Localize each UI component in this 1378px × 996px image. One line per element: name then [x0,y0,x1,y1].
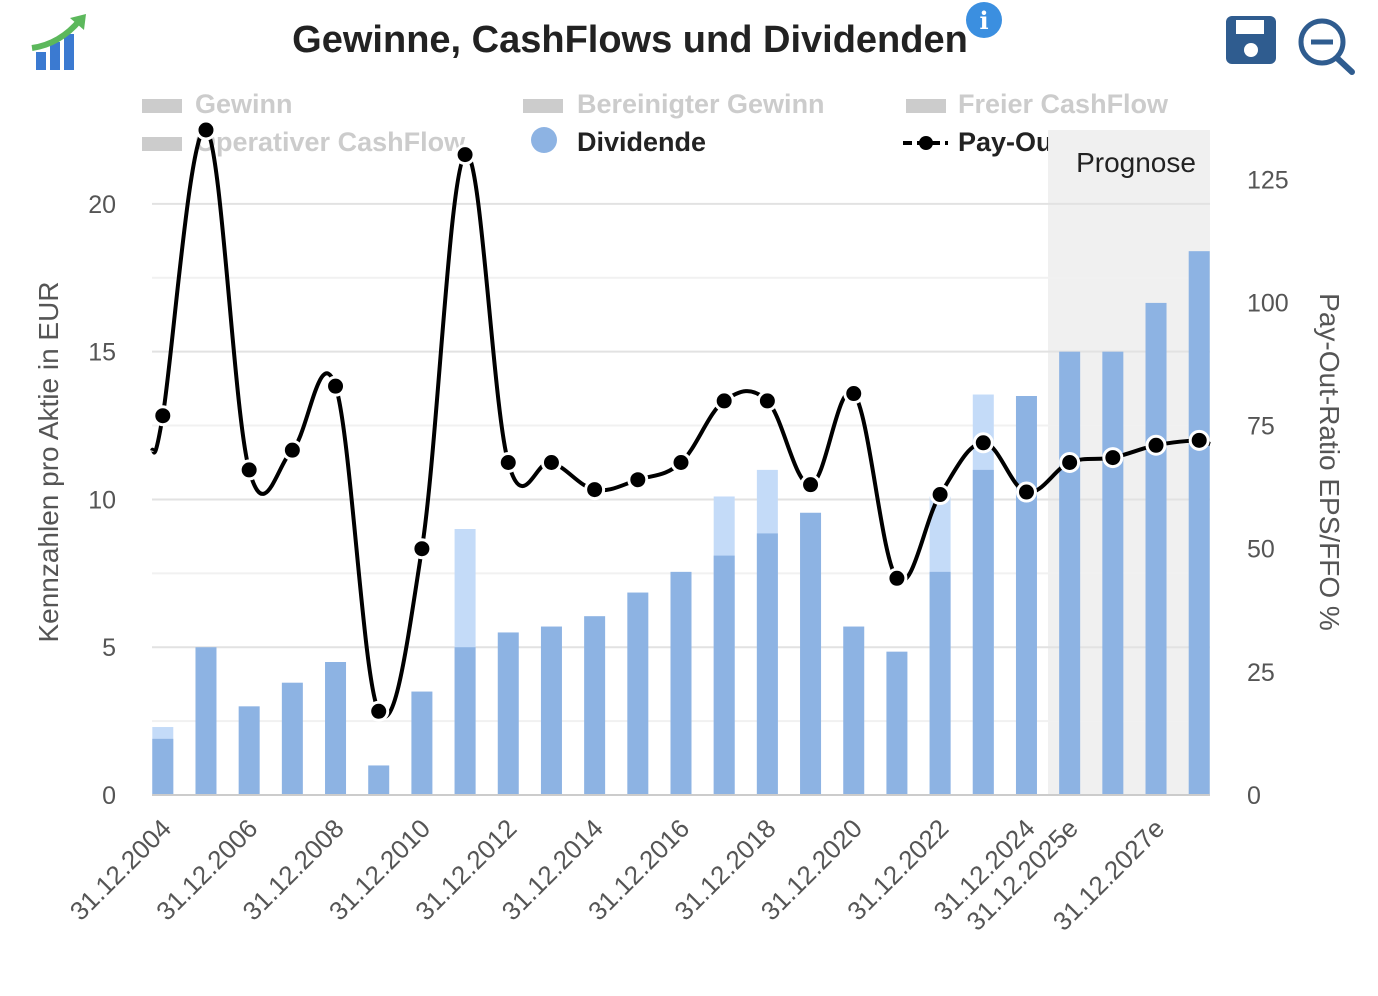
y-tick-label: 20 [88,191,116,219]
dividende-bar[interactable] [325,662,347,795]
dividende-bar[interactable] [1015,396,1037,795]
dividende-bar[interactable] [368,765,390,795]
pay-out-point[interactable] [886,567,908,589]
pay-out-point[interactable] [972,432,994,454]
dividende-bar[interactable] [195,647,217,795]
pay-out-point[interactable] [929,484,951,506]
legend-item-freier-cashflow[interactable]: Freier CashFlow [906,89,1169,119]
y-tick-label: 5 [102,634,116,662]
y2-tick-label: 0 [1247,782,1261,810]
y2-tick-label: 25 [1247,659,1275,687]
svg-text:Pay-Out: Pay-Out [958,127,1062,157]
legend-item-dividende[interactable]: Dividende [531,127,706,157]
dividende-bar[interactable] [843,626,865,795]
pay-out-point[interactable] [195,119,217,141]
pay-out-point[interactable] [497,452,519,473]
dividende-bar[interactable] [756,533,778,795]
pay-out-point[interactable] [800,474,822,496]
y2-tick-label: 50 [1247,536,1275,564]
y2-axis-title: Pay-Out-Ratio EPS/FFO % [1314,293,1345,631]
pay-out-point[interactable] [584,479,606,501]
pay-out-point[interactable] [281,439,303,461]
dividende-bar[interactable] [713,555,735,795]
y-axis-title: Kennzahlen pro Aktie in EUR [33,281,64,642]
dividende-bar[interactable] [540,626,562,795]
y2-tick-label: 125 [1247,166,1289,194]
pay-out-point[interactable] [627,469,649,491]
pay-out-point[interactable] [152,405,174,427]
legend: Gewinn Bereinigter Gewinn Freier CashFlo… [142,89,1169,157]
pay-out-point[interactable] [1102,447,1124,469]
chart-title: Gewinne, CashFlows und Dividenden [292,19,968,61]
pay-out-point[interactable] [713,390,735,412]
svg-text:i: i [979,6,988,35]
legend-item-operativer-cashflow[interactable]: Operativer CashFlow [142,127,466,157]
y-tick-label: 15 [88,339,116,367]
legend-item-bereinigter-gewinn[interactable]: Bereinigter Gewinn [523,89,825,119]
pay-out-point[interactable] [670,452,692,473]
dividende-bar[interactable] [238,706,260,795]
dividende-bar[interactable] [454,647,476,795]
pay-out-point[interactable] [540,452,562,473]
svg-text:Gewinn: Gewinn [195,89,293,119]
y2-tick-label: 75 [1247,413,1275,441]
y2-tick-label: 100 [1247,289,1289,317]
pay-out-point[interactable] [368,700,390,722]
dividende-bar[interactable] [627,592,649,795]
logo-icon[interactable] [31,14,86,70]
dividende-bar[interactable] [152,738,174,795]
svg-text:Freier CashFlow: Freier CashFlow [958,89,1169,119]
dividende-bar[interactable] [972,469,994,795]
y-tick-label: 0 [102,782,116,810]
dividende-bar[interactable] [800,512,822,795]
pay-out-point[interactable] [756,390,778,412]
dividende-bar[interactable] [411,691,433,795]
pay-out-point[interactable] [843,383,865,405]
info-icon[interactable]: i [966,2,1002,38]
legend-item-pay-out[interactable]: Pay-Out [903,127,1062,157]
forecast-label: Prognose [1076,147,1196,178]
svg-text:Bereinigter Gewinn: Bereinigter Gewinn [577,89,825,119]
pay-out-point[interactable] [1145,434,1167,456]
dividende-bar[interactable] [1102,351,1124,795]
pay-out-point[interactable] [238,459,260,481]
dividende-bar[interactable] [670,571,692,795]
y-tick-label: 10 [88,486,116,514]
dividende-bar[interactable] [497,632,519,795]
legend-item-gewinn[interactable]: Gewinn [142,89,293,119]
pay-out-point[interactable] [1059,452,1081,473]
dividende-bar[interactable] [584,616,606,795]
pay-out-point[interactable] [1188,429,1210,451]
pay-out-point[interactable] [411,538,433,560]
pay-out-point[interactable] [325,375,347,397]
svg-text:Dividende: Dividende [577,127,706,157]
dividende-bar[interactable] [1188,251,1210,795]
dividende-bar[interactable] [281,682,303,795]
zoom-out-icon[interactable] [1298,18,1355,75]
dividende-bar[interactable] [1145,302,1167,795]
svg-text:Operativer CashFlow: Operativer CashFlow [195,127,466,157]
dividende-bar[interactable] [929,571,951,795]
save-icon[interactable] [1226,16,1276,64]
pay-out-point[interactable] [454,144,476,166]
pay-out-point[interactable] [1015,481,1037,503]
dividende-bar[interactable] [886,651,908,795]
dividende-bar[interactable] [1059,351,1081,795]
